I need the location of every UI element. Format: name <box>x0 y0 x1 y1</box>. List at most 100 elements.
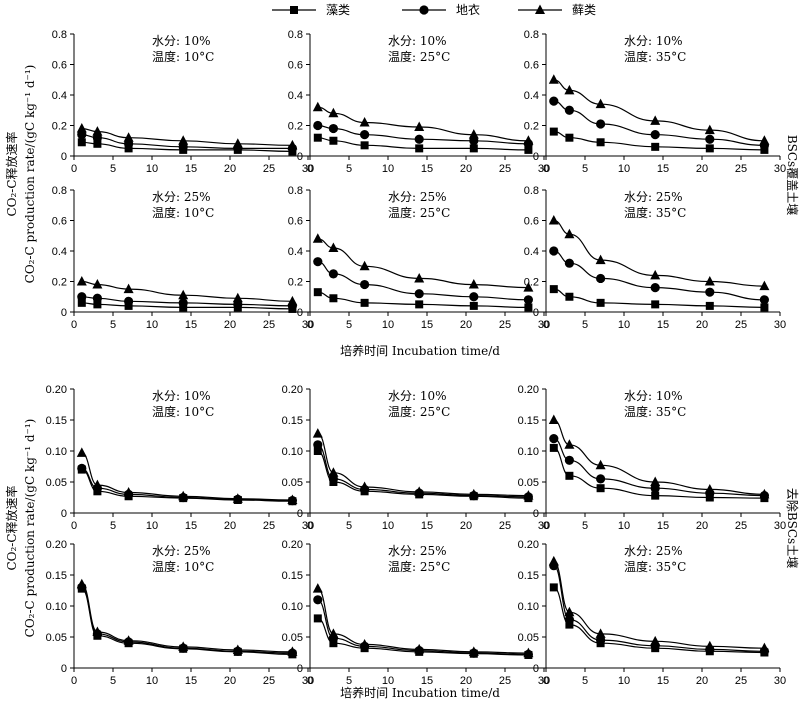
data-point <box>232 493 243 503</box>
data-point <box>359 638 370 649</box>
data-point <box>123 283 134 294</box>
y-tick-label: 0.2 <box>524 277 539 289</box>
y-tick-label: 0.8 <box>524 185 539 197</box>
series-line-1 <box>81 586 293 654</box>
data-point <box>704 276 715 286</box>
data-point <box>360 298 369 307</box>
data-point <box>704 124 715 135</box>
data-point <box>704 483 715 494</box>
x-tick-label: 10 <box>618 520 630 532</box>
panel-6: 0 0.05 0.10 0.15 0.20 0 5 10 15 20 25 30 水分: 10%温度: … <box>46 384 315 532</box>
legend: 藻类 地衣 藓类 <box>272 2 596 17</box>
y-tick-label: 0 <box>297 508 303 520</box>
moisture-annotation: 水分: 10% <box>624 34 683 48</box>
y-tick-label: 0.8 <box>288 29 303 41</box>
y-tick-label: 0.10 <box>282 446 303 458</box>
data-point <box>178 298 188 308</box>
x-tick-label: 30 <box>302 319 314 331</box>
series-line-2 <box>553 419 765 495</box>
data-point <box>287 646 298 656</box>
data-point <box>313 257 323 267</box>
moisture-annotation: 水分: 10% <box>624 389 683 403</box>
temperature-annotation: 温度: 10°C <box>152 205 214 220</box>
y-tick-label: 0.15 <box>282 415 303 427</box>
data-point <box>359 481 370 491</box>
data-point <box>564 105 575 115</box>
data-point <box>759 135 770 145</box>
y-tick-label: 0.6 <box>288 60 303 72</box>
x-tick-label: 15 <box>657 675 669 687</box>
legend-marker-2 <box>535 4 545 14</box>
data-point <box>565 133 574 142</box>
x-tick-label: 25 <box>499 319 511 331</box>
data-point <box>596 138 605 147</box>
x-tick-label: 0 <box>543 675 549 687</box>
data-point <box>564 615 575 625</box>
legend-label-0: 藻类 <box>326 3 350 17</box>
y-tick-label: 0 <box>533 663 539 675</box>
panel-1: 0 0.2 0.4 0.6 0.8 0 5 10 15 20 25 30 水分: 10%温度: 25°C <box>288 29 550 175</box>
data-point <box>414 486 425 496</box>
legend-label-2: 藓类 <box>572 3 596 17</box>
y-tick-label: 0.20 <box>518 384 539 396</box>
x-tick-label: 15 <box>657 520 669 532</box>
x-tick-label: 10 <box>146 163 158 175</box>
x-tick-label: 30 <box>538 163 550 175</box>
x-tick-label: 25 <box>499 163 511 175</box>
x-tick-label: 5 <box>346 675 352 687</box>
y-tick-label: 0.10 <box>46 446 67 458</box>
y-tick-label: 0.6 <box>524 60 539 72</box>
x-tick-label: 0 <box>71 319 77 331</box>
data-point <box>596 474 606 484</box>
data-point <box>313 133 322 142</box>
legend-marker-0 <box>290 6 298 14</box>
x-tick-label: 30 <box>774 520 786 532</box>
y-tick-label: 0.2 <box>524 121 539 133</box>
x-tick-label: 25 <box>499 520 511 532</box>
data-point <box>650 130 660 140</box>
panel-0: 0 0.2 0.4 0.6 0.8 0 5 10 15 20 25 30 水分: 10%温度: 10°C <box>52 29 314 175</box>
x-tick-label: 15 <box>185 675 197 687</box>
panel-2: 0 0.2 0.4 0.6 0.8 0 5 10 15 20 25 30 水分: 10%温度: 35°C <box>524 29 786 175</box>
data-point <box>329 639 338 648</box>
temperature-annotation: 温度: 10°C <box>152 49 214 64</box>
data-point <box>76 447 87 457</box>
x-tick-label: 15 <box>421 520 433 532</box>
data-point <box>359 260 370 271</box>
y-tick-label: 0.2 <box>52 121 67 133</box>
series-line-2 <box>553 219 765 287</box>
data-point <box>77 138 86 147</box>
data-point <box>468 279 479 289</box>
x-tick-label: 25 <box>735 319 747 331</box>
data-point <box>92 293 102 303</box>
panel-3: 0 0.2 0.4 0.6 0.8 0 5 10 15 20 25 30 水分: 25%温度: 10°C <box>52 185 314 331</box>
x-tick-label: 5 <box>110 319 116 331</box>
data-point <box>523 135 534 145</box>
data-point <box>549 583 558 592</box>
series-line-2 <box>317 588 529 654</box>
x-tick-label: 30 <box>302 520 314 532</box>
y-tick-label: 0.4 <box>288 90 303 102</box>
x-tick-label: 15 <box>421 163 433 175</box>
y-axis-title-en-0: CO₂-C production rate/(gC kg⁻¹ d⁻¹) <box>23 65 37 284</box>
data-point <box>469 292 479 302</box>
data-point <box>759 280 770 291</box>
moisture-annotation: 水分: 10% <box>388 34 447 48</box>
data-point <box>329 136 338 145</box>
x-axis-title-1: 培养时间 Incubation time/d <box>340 685 500 700</box>
y-tick-label: 0 <box>61 663 67 675</box>
data-point <box>328 123 338 134</box>
x-tick-label: 5 <box>582 675 588 687</box>
data-point <box>232 292 243 303</box>
x-tick-label: 0 <box>71 520 77 532</box>
x-tick-label: 0 <box>543 163 549 175</box>
data-point <box>328 107 339 118</box>
data-point <box>415 300 424 309</box>
y-tick-label: 0.10 <box>282 601 303 613</box>
x-axis-title-0: 培养时间 Incubation time/d <box>340 343 500 358</box>
y-tick-label: 0.10 <box>518 446 539 458</box>
data-point <box>313 288 322 297</box>
moisture-annotation: 水分: 25% <box>388 190 447 204</box>
data-point <box>705 144 714 153</box>
temperature-annotation: 温度: 25°C <box>388 205 450 220</box>
